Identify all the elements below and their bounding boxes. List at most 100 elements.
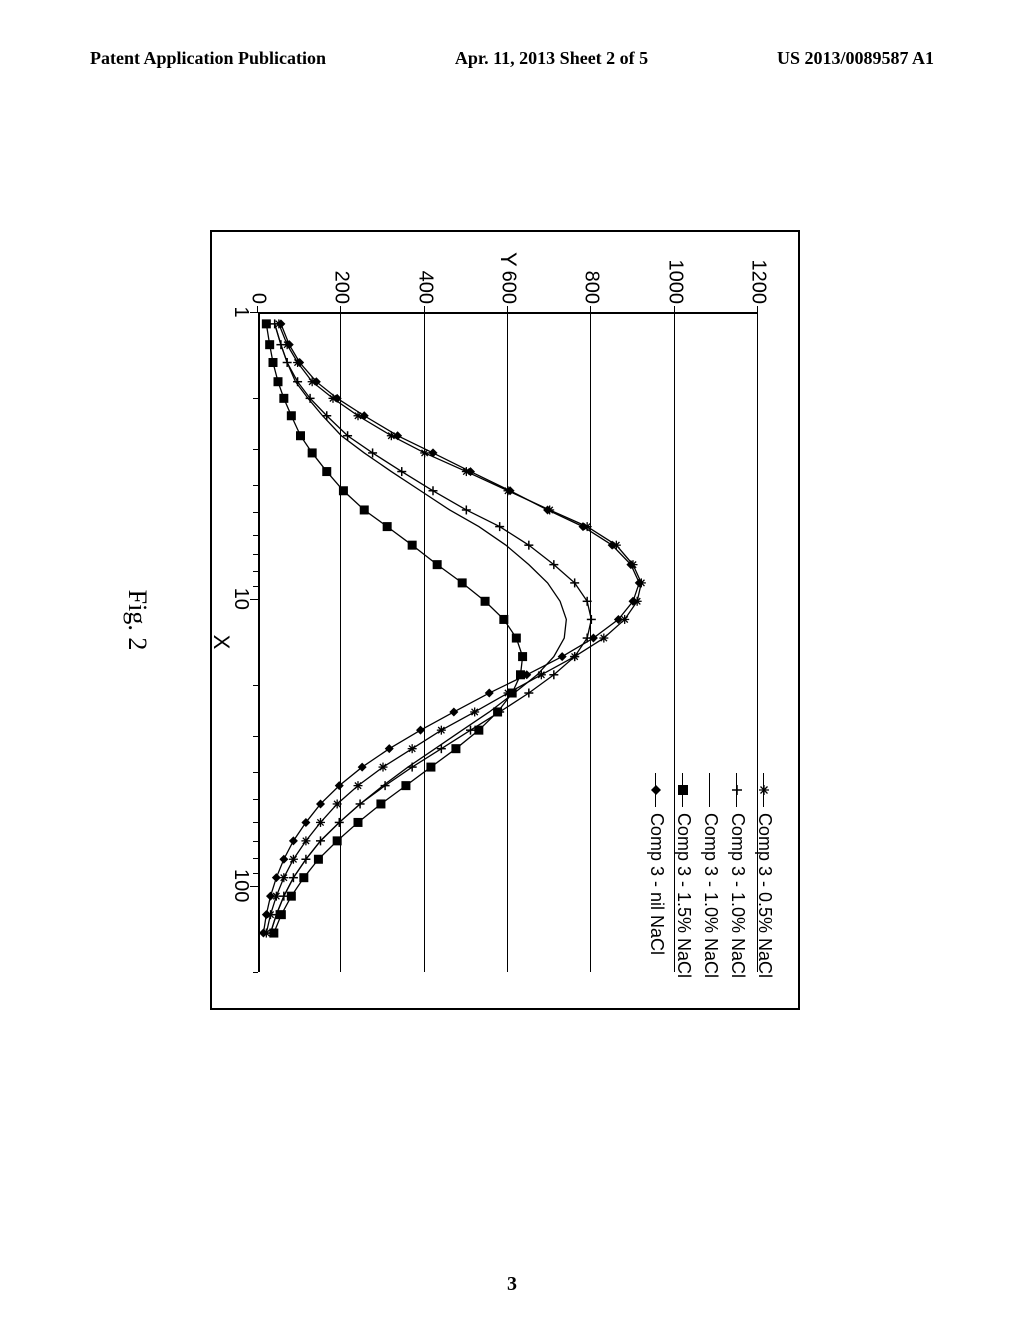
- series-marker: [277, 910, 286, 919]
- gridline-h: [424, 312, 425, 972]
- series-marker: [354, 818, 363, 827]
- series-marker: [426, 763, 435, 772]
- series-marker: [262, 319, 271, 328]
- series-marker: [296, 431, 305, 440]
- gridline-h: [507, 312, 508, 972]
- xtick-mark: [253, 841, 258, 842]
- legend-item: Comp 3 - 1.0% NaCl: [724, 773, 751, 978]
- gridline-h: [340, 312, 341, 972]
- series-marker: [518, 652, 527, 661]
- figure-container: Y X 020040060080010001200110100 Comp 3 -…: [115, 325, 895, 915]
- legend-swatch: [676, 773, 692, 807]
- xtick-mark: [253, 772, 258, 773]
- series-marker: [558, 652, 567, 661]
- xtick-mark: [253, 535, 258, 536]
- series-marker: [635, 578, 644, 587]
- xtick-mark: [253, 822, 258, 823]
- series-marker: [276, 319, 285, 328]
- series-marker: [397, 467, 406, 476]
- ytick-mark: [424, 306, 425, 312]
- series-marker: [265, 340, 274, 349]
- chart-frame: Y X 020040060080010001200110100 Comp 3 -…: [210, 230, 800, 1010]
- series-marker: [429, 486, 438, 495]
- xtick-mark: [253, 799, 258, 800]
- series-marker: [449, 707, 458, 716]
- series-marker: [437, 726, 446, 735]
- ytick-label: 0: [247, 293, 270, 304]
- series-marker: [287, 411, 296, 420]
- legend-swatch: [757, 773, 773, 807]
- xtick-mark: [253, 485, 258, 486]
- legend-label: Comp 3 - 0.5% NaCl: [751, 813, 778, 978]
- series-marker: [289, 836, 298, 845]
- series-marker: [485, 689, 494, 698]
- series-line: [271, 324, 592, 933]
- series-marker: [462, 505, 471, 514]
- gridline-h: [590, 312, 591, 972]
- legend-swatch: [703, 773, 719, 807]
- series-marker: [470, 707, 479, 716]
- xtick-mark: [250, 886, 258, 887]
- legend-swatch: [730, 773, 746, 807]
- legend-label: Comp 3 - 1.0% NaCl: [724, 813, 751, 978]
- series-marker: [279, 855, 288, 864]
- legend-label: Comp 3 - 1.0% NaCl: [697, 813, 724, 978]
- series-marker: [383, 522, 392, 531]
- ytick-label: 600: [497, 271, 520, 304]
- page-number: 3: [507, 1273, 517, 1296]
- figure-caption: Fig. 2: [122, 590, 152, 651]
- series-marker: [493, 707, 502, 716]
- xtick-mark: [253, 972, 258, 973]
- series-marker: [385, 744, 394, 753]
- series-marker: [408, 541, 417, 550]
- legend: Comp 3 - 0.5% NaClComp 3 - 1.0% NaClComp…: [643, 773, 778, 978]
- series-marker: [279, 394, 288, 403]
- legend-swatch: [649, 773, 665, 807]
- header-center: Apr. 11, 2013 Sheet 2 of 5: [455, 48, 648, 69]
- series-marker: [512, 634, 521, 643]
- series-marker: [437, 744, 446, 753]
- xtick-mark: [253, 398, 258, 399]
- header-left: Patent Application Publication: [90, 48, 326, 69]
- series-marker: [301, 836, 310, 845]
- xtick-mark: [253, 586, 258, 587]
- legend-label: Comp 3 - 1.5% NaCl: [670, 813, 697, 978]
- series-marker: [314, 855, 323, 864]
- series-marker: [401, 781, 410, 790]
- series-marker: [274, 377, 283, 386]
- series-marker: [289, 855, 298, 864]
- xtick-mark: [253, 858, 258, 859]
- legend-item: Comp 3 - 1.5% NaCl: [670, 773, 697, 978]
- xtick-mark: [253, 554, 258, 555]
- ytick-label: 1200: [747, 260, 770, 305]
- ytick-label: 800: [580, 271, 603, 304]
- xtick-mark: [253, 873, 258, 874]
- series-marker: [474, 726, 483, 735]
- xtick-mark: [253, 449, 258, 450]
- series-marker: [451, 744, 460, 753]
- xtick-mark: [250, 599, 258, 600]
- ytick-mark: [757, 306, 758, 312]
- ytick-mark: [674, 306, 675, 312]
- series-marker: [408, 744, 417, 753]
- xtick-label: 1: [229, 306, 252, 317]
- y-axis-label: Y: [495, 252, 521, 267]
- series-marker: [272, 873, 281, 882]
- series-marker: [433, 560, 442, 569]
- series-marker: [429, 448, 438, 457]
- ytick-mark: [590, 306, 591, 312]
- series-marker: [322, 467, 331, 476]
- legend-item: Comp 3 - 0.5% NaCl: [751, 773, 778, 978]
- header-right: US 2013/0089587 A1: [777, 48, 934, 69]
- xtick-mark: [253, 512, 258, 513]
- series-marker: [537, 670, 546, 679]
- legend-item: Comp 3 - 1.0% NaCl: [697, 773, 724, 978]
- legend-label: Comp 3 - nil NaCl: [643, 813, 670, 955]
- series-marker: [308, 448, 317, 457]
- page-header: Patent Application Publication Apr. 11, …: [0, 48, 1024, 69]
- xtick-mark: [253, 571, 258, 572]
- series-marker: [287, 892, 296, 901]
- xtick-label: 10: [229, 588, 252, 610]
- xtick-mark: [253, 685, 258, 686]
- xtick-mark: [253, 736, 258, 737]
